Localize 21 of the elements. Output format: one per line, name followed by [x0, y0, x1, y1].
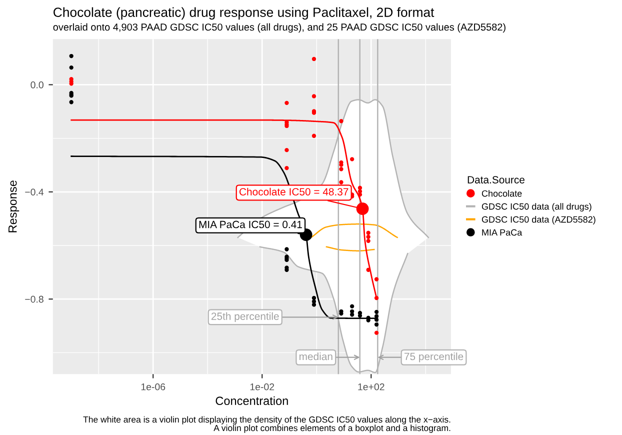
x-axis-title: Concentration — [216, 396, 288, 406]
y-axis-title: Response — [8, 180, 20, 232]
ref-line-label: median — [300, 352, 332, 360]
annotation: Chocolate IC50 = 48.37 — [240, 188, 348, 196]
chart-title: Chocolate (pancreatic) drug response using Paclitaxel, 2D format — [54, 7, 434, 20]
y-tick-label: −0.8 — [25, 296, 44, 303]
ref-line-label: 25th percentile — [211, 312, 279, 322]
y-tick-label: −0.4 — [25, 188, 44, 196]
legend-title: Data.Source — [468, 176, 524, 184]
x-tick-label: 1e-02 — [250, 383, 274, 390]
x-tick-label: 1e+02 — [358, 383, 384, 390]
chart-subtitle: overlaid onto 4,903 PAAD GDSC IC50 values (all drugs), and 25 PAAD GDSC IC50 values (AZD5582) — [53, 23, 506, 33]
legend-label: Chocolate — [482, 190, 522, 197]
legend-label: MIA PaCa — [482, 229, 522, 236]
annotation: MIA PaCa IC50 = 0.41 — [199, 220, 302, 228]
legend-label: GDSC IC50 data (AZD5582) — [482, 216, 596, 224]
ref-line-label: 75 percentile — [404, 352, 464, 362]
text: The white area is a violin plot displaying the density of the GDSC IC50 values along the x−axis. A violin plot combines elements of a boxplot and a histogram. — [83, 416, 450, 433]
x-tick-label: 1e-06 — [141, 383, 166, 390]
y-tick-label: 0.0 — [30, 81, 44, 88]
legend-label: GDSC IC50 data (all drugs) — [482, 203, 592, 212]
